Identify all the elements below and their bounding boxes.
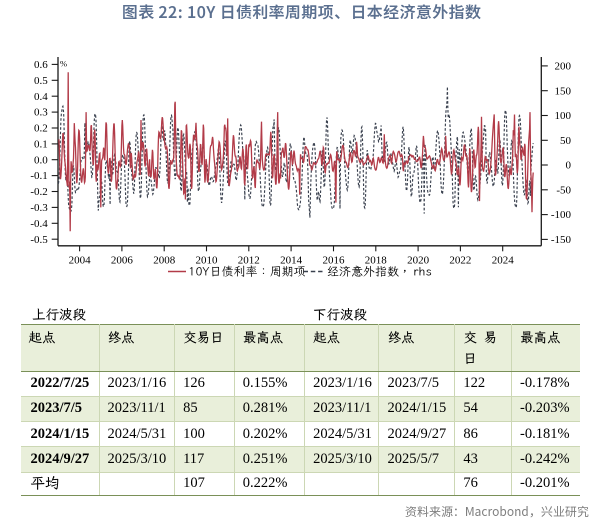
svg-text:-0.4: -0.4: [30, 218, 48, 230]
svg-text:-0.5: -0.5: [30, 234, 48, 246]
svg-text:0: 0: [566, 160, 572, 172]
svg-text:0.6: 0.6: [34, 59, 48, 71]
svg-text:2020: 2020: [407, 254, 430, 266]
svg-text:经济意外指数， rhs: 经济意外指数， rhs: [327, 265, 432, 280]
svg-text:2010: 2010: [196, 254, 219, 266]
svg-text:-150: -150: [551, 234, 572, 246]
svg-text:2024: 2024: [492, 254, 515, 266]
svg-text:0.2: 0.2: [34, 123, 48, 135]
svg-text:200: 200: [555, 61, 572, 73]
svg-text:2008: 2008: [153, 254, 176, 266]
svg-text:50: 50: [560, 135, 572, 147]
svg-text:-0.3: -0.3: [30, 202, 48, 214]
svg-text:0.0: 0.0: [34, 154, 48, 166]
svg-text:0.1: 0.1: [34, 139, 48, 151]
svg-text:-50: -50: [556, 184, 571, 196]
svg-text:-0.2: -0.2: [30, 186, 47, 198]
svg-text:2006: 2006: [111, 254, 134, 266]
svg-text:150: 150: [555, 85, 572, 97]
svg-text:100: 100: [555, 110, 572, 122]
svg-text:0.4: 0.4: [34, 91, 48, 103]
svg-text:0.5: 0.5: [34, 75, 48, 87]
svg-text:-0.1: -0.1: [30, 170, 47, 182]
svg-text:2004: 2004: [69, 254, 92, 266]
svg-text:%: %: [60, 59, 67, 69]
svg-text:2022: 2022: [449, 254, 471, 266]
svg-text:-100: -100: [551, 209, 572, 221]
svg-text:2014: 2014: [280, 254, 303, 266]
svg-text:0.3: 0.3: [34, 107, 48, 119]
svg-text:2012: 2012: [238, 254, 260, 266]
svg-text:2016: 2016: [323, 254, 346, 266]
svg-text:10Y日债利率：周期项: 10Y日债利率：周期项: [188, 265, 306, 280]
svg-text:2018: 2018: [365, 254, 388, 266]
